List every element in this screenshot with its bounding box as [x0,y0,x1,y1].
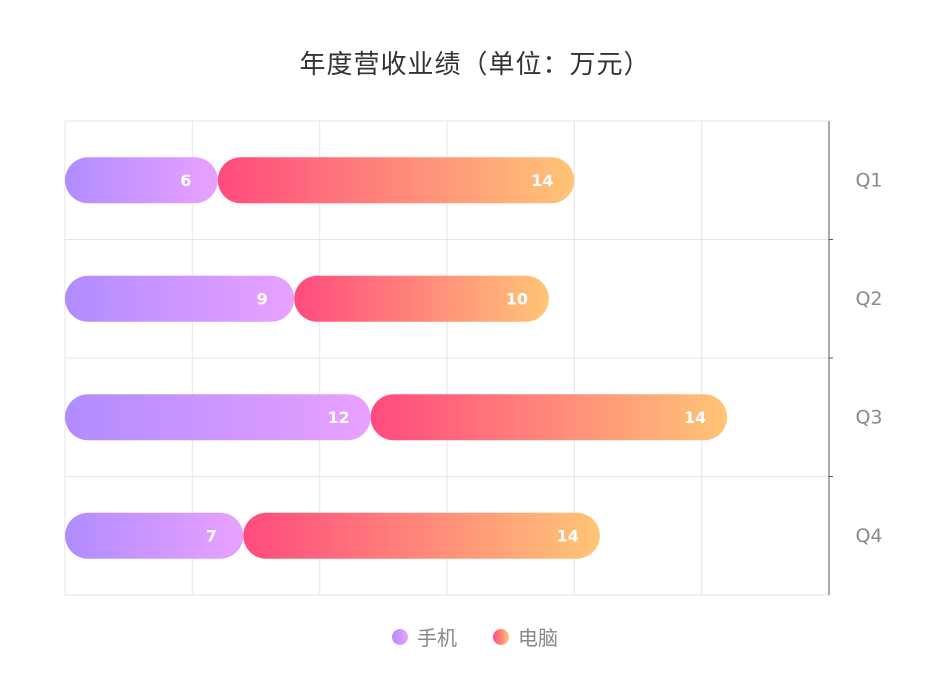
bar-computer-q2[interactable] [294,275,549,322]
legend-item-phone[interactable]: 手机 [392,622,457,651]
bar-computer-q4[interactable] [243,512,600,559]
data-label: 9 [257,289,268,308]
data-labels: 14 6 10 9 14 12 14 7 [180,171,706,546]
data-label: 14 [531,171,553,190]
data-label: 7 [206,526,217,545]
data-label: 12 [327,408,349,427]
legend-item-computer[interactable]: 电脑 [493,622,558,651]
legend-dot-icon [392,628,408,645]
data-label: 6 [180,171,191,190]
legend-dot-icon [493,628,509,645]
category-label: Q4 [855,525,882,547]
bar-phone-q4[interactable] [65,512,244,559]
bar-phone-q3[interactable] [65,394,371,441]
bar-computer-q3[interactable] [370,394,728,441]
chart-title: 年度营收业绩（单位：万元） [299,50,651,80]
category-label: Q2 [855,288,882,310]
category-axis: Q1 Q2 Q3 Q4 [828,121,883,595]
bar-phone-q1[interactable] [65,157,218,204]
legend-label: 手机 [417,626,457,650]
data-label: 14 [684,408,706,427]
legend: 手机 电脑 [0,622,950,651]
data-label: 14 [557,526,579,545]
bar-computer-q1[interactable] [217,157,575,204]
bar-phone-q2[interactable] [65,275,295,322]
legend-label: 电脑 [518,626,558,650]
data-label: 10 [506,289,528,308]
category-label: Q3 [855,406,882,428]
bars [65,157,728,559]
category-label: Q1 [855,169,882,191]
